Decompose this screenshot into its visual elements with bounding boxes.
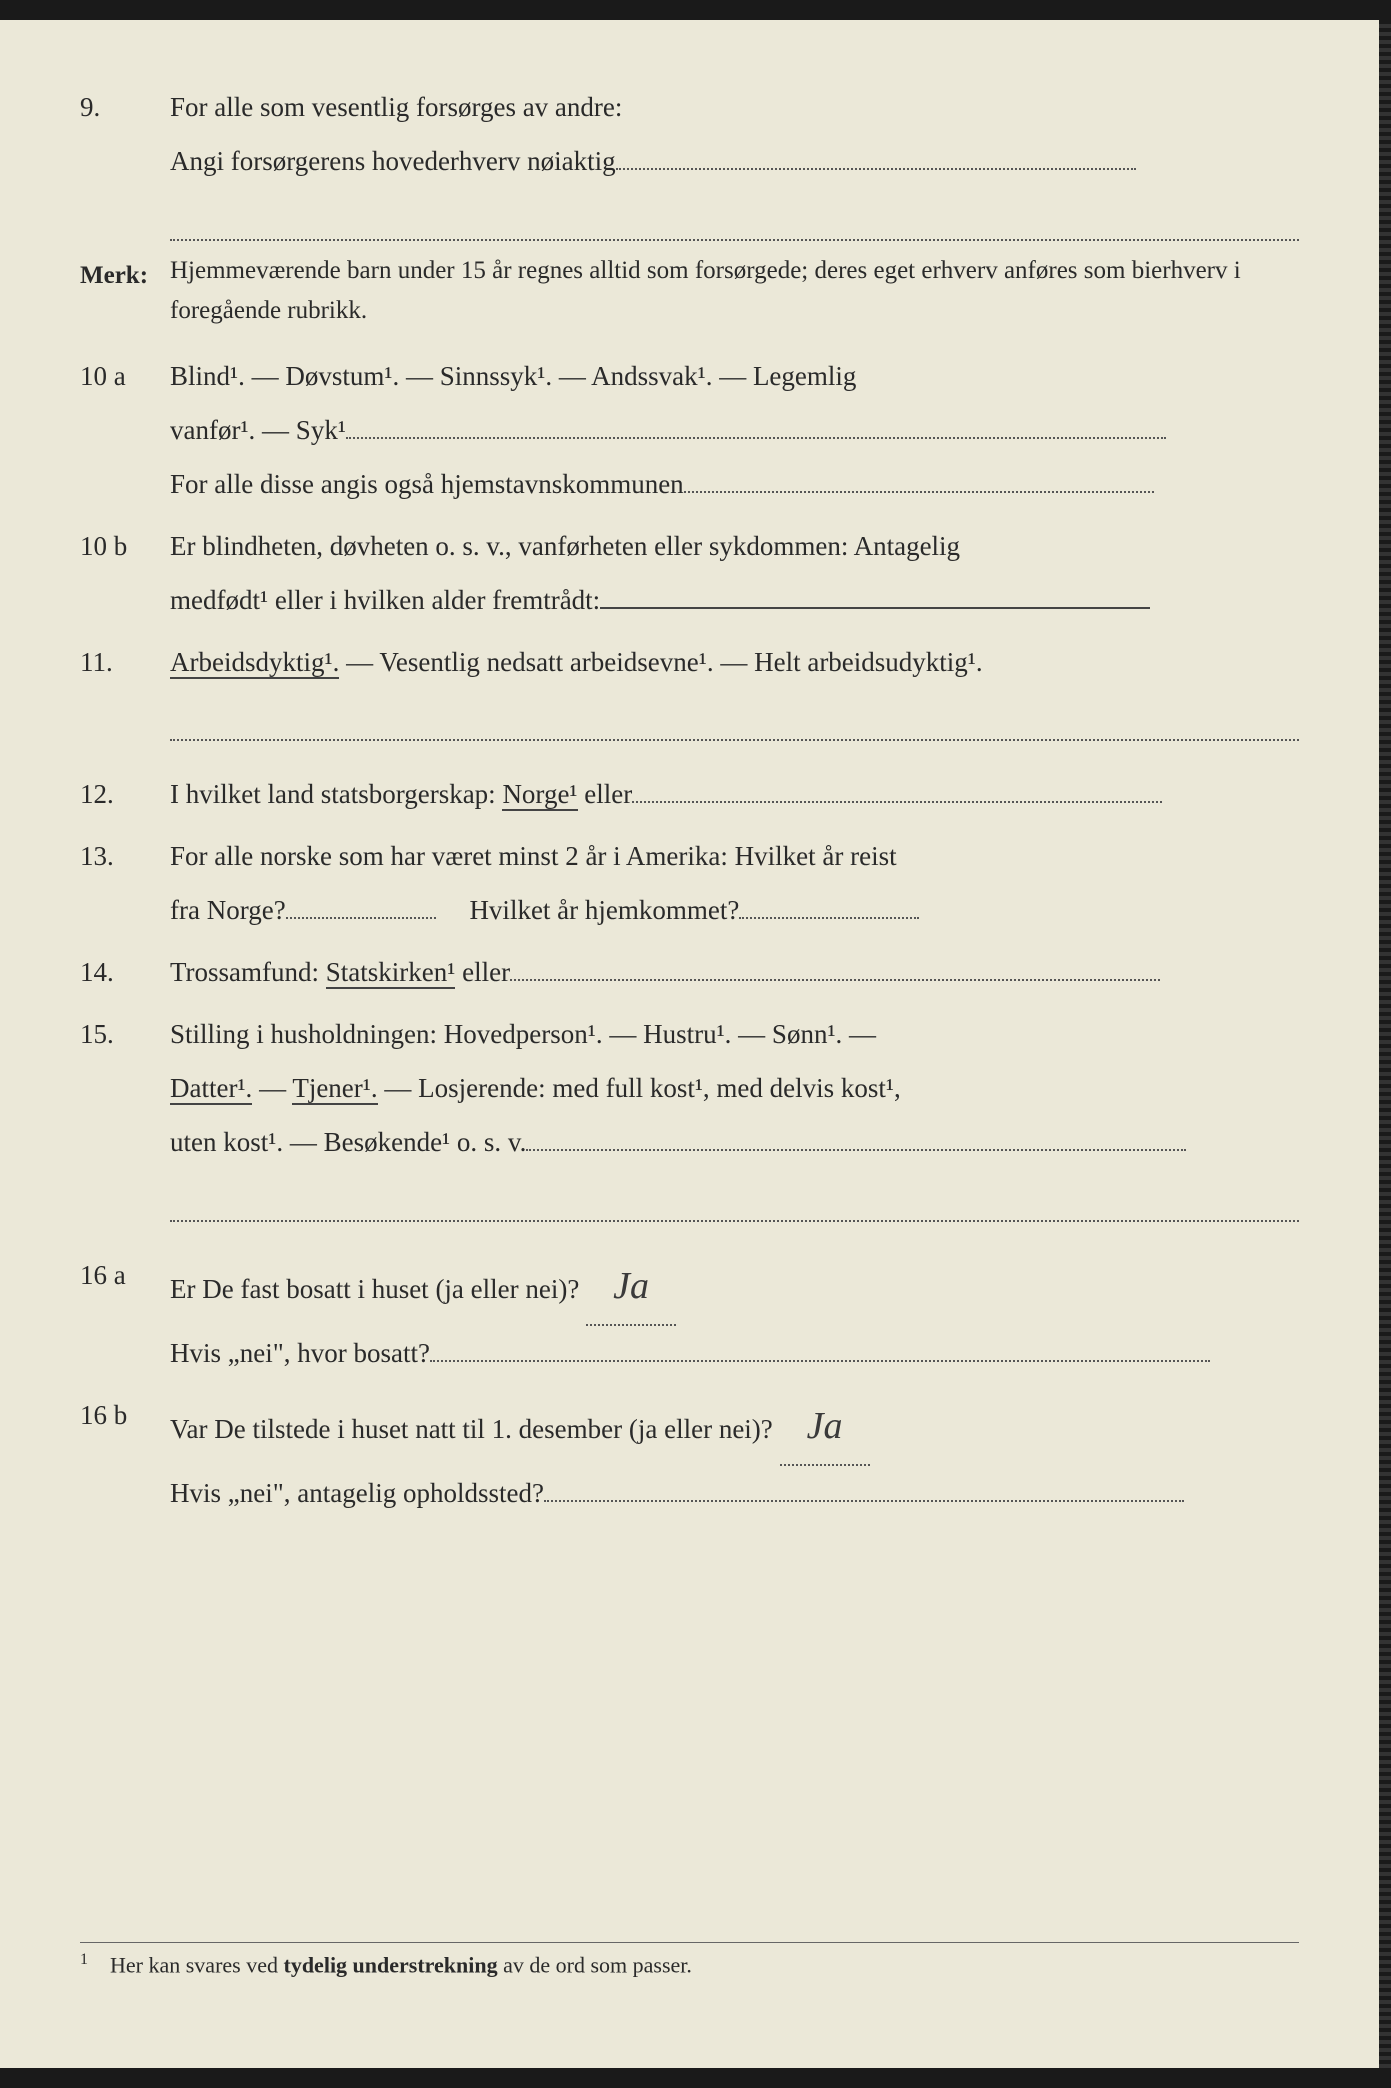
question-15: 15. Stilling i husholdningen: Hovedperso… [80, 1007, 1299, 1222]
question-content: Trossamfund: Statskirken¹ eller [170, 945, 1299, 999]
fill-line [510, 979, 1160, 981]
q10a-line1: Blind¹. — Døvstum¹. — Sinnssyk¹. — Andss… [170, 349, 1299, 403]
question-number: 10 a [80, 349, 170, 511]
q9-line1: For alle som vesentlig forsørges av andr… [170, 80, 1299, 134]
q15-line3: uten kost¹. — Besøkende¹ o. s. v. [170, 1115, 1299, 1169]
question-number: 14. [80, 945, 170, 999]
handwritten-answer: Ja [613, 1248, 649, 1324]
merk-label: Merk: [80, 251, 170, 331]
question-content: Stilling i husholdningen: Hovedperson¹. … [170, 1007, 1299, 1222]
answer-field: Ja [780, 1388, 870, 1466]
question-content: For alle norske som har været minst 2 år… [170, 829, 1299, 937]
fill-line [544, 1500, 1184, 1502]
q16a-line2: Hvis „nei", hvor bosatt? [170, 1326, 1299, 1380]
footnote: 1 Her kan svares ved tydelig understrekn… [80, 1942, 1299, 1978]
q15-line2: Datter¹. — Tjener¹. — Losjerende: med fu… [170, 1061, 1299, 1115]
q15-line1: Stilling i husholdningen: Hovedperson¹. … [170, 1007, 1299, 1061]
handwritten-answer: Ja [807, 1388, 843, 1464]
question-number: 10 b [80, 519, 170, 627]
q9-line2: Angi forsørgerens hovederhverv nøiaktig [170, 134, 1299, 188]
question-10a: 10 a Blind¹. — Døvstum¹. — Sinnssyk¹. — … [80, 349, 1299, 511]
answer-field: Ja [586, 1248, 676, 1326]
q13-line1: For alle norske som har været minst 2 år… [170, 829, 1299, 883]
note-merk: Merk: Hjemmeværende barn under 15 år reg… [80, 251, 1299, 331]
q16b-line2: Hvis „nei", antagelig opholdssted? [170, 1466, 1299, 1520]
question-content: Arbeidsdyktig¹. — Vesentlig nedsatt arbe… [170, 635, 1299, 742]
fill-line [346, 437, 1166, 439]
q10b-line1: Er blindheten, døvheten o. s. v., vanfør… [170, 519, 1299, 573]
q14-underlined: Statskirken¹ [326, 957, 456, 989]
question-number: 11. [80, 635, 170, 742]
document-page: 9. For alle som vesentlig forsørges av a… [0, 20, 1391, 2068]
fill-line [170, 693, 1299, 742]
q10a-line3: For alle disse angis også hjemstavnskomm… [170, 457, 1299, 511]
q12-underlined: Norge¹ [502, 779, 577, 811]
q16b-line1: Var De tilstede i huset natt til 1. dese… [170, 1388, 1299, 1466]
question-11: 11. Arbeidsdyktig¹. — Vesentlig nedsatt … [80, 635, 1299, 742]
question-9: 9. For alle som vesentlig forsørges av a… [80, 80, 1299, 241]
question-number: 16 b [80, 1388, 170, 1520]
fill-line [632, 801, 1162, 803]
question-content: Var De tilstede i huset natt til 1. dese… [170, 1388, 1299, 1520]
footnote-marker: 1 [80, 1951, 88, 1968]
merk-text: Hjemmeværende barn under 15 år regnes al… [170, 251, 1299, 331]
q13-line2: fra Norge? Hvilket år hjemkommet? [170, 883, 1299, 937]
fill-line [286, 917, 436, 919]
fill-line [170, 192, 1299, 241]
q10a-line2: vanfør¹. — Syk¹ [170, 403, 1299, 457]
question-12: 12. I hvilket land statsborgerskap: Norg… [80, 767, 1299, 821]
q16a-line1: Er De fast bosatt i huset (ja eller nei)… [170, 1248, 1299, 1326]
q11-rest: — Vesentlig nedsatt arbeidsevne¹. — Helt… [339, 647, 982, 677]
question-16b: 16 b Var De tilstede i huset natt til 1.… [80, 1388, 1299, 1520]
question-number: 16 a [80, 1248, 170, 1380]
question-content: Er blindheten, døvheten o. s. v., vanfør… [170, 519, 1299, 627]
fill-line [600, 607, 1150, 609]
question-14: 14. Trossamfund: Statskirken¹ eller [80, 945, 1299, 999]
question-16a: 16 a Er De fast bosatt i huset (ja eller… [80, 1248, 1299, 1380]
q11-underlined: Arbeidsdyktig¹. [170, 647, 339, 679]
question-number: 9. [80, 80, 170, 241]
question-13: 13. For alle norske som har været minst … [80, 829, 1299, 937]
spacer [80, 1230, 1299, 1248]
question-content: Er De fast bosatt i huset (ja eller nei)… [170, 1248, 1299, 1380]
q10b-line2: medfødt¹ eller i hvilken alder fremtrådt… [170, 573, 1299, 627]
question-content: Blind¹. — Døvstum¹. — Sinnssyk¹. — Andss… [170, 349, 1299, 511]
fill-line [430, 1360, 1210, 1362]
fill-line [526, 1149, 1186, 1151]
question-number: 15. [80, 1007, 170, 1222]
spacer [80, 749, 1299, 767]
fill-line [739, 917, 919, 919]
question-10b: 10 b Er blindheten, døvheten o. s. v., v… [80, 519, 1299, 627]
fill-line [684, 491, 1154, 493]
question-number: 12. [80, 767, 170, 821]
question-number: 13. [80, 829, 170, 937]
question-content: I hvilket land statsborgerskap: Norge¹ e… [170, 767, 1299, 821]
fill-line [616, 168, 1136, 170]
fill-line [170, 1173, 1299, 1222]
question-content: For alle som vesentlig forsørges av andr… [170, 80, 1299, 241]
